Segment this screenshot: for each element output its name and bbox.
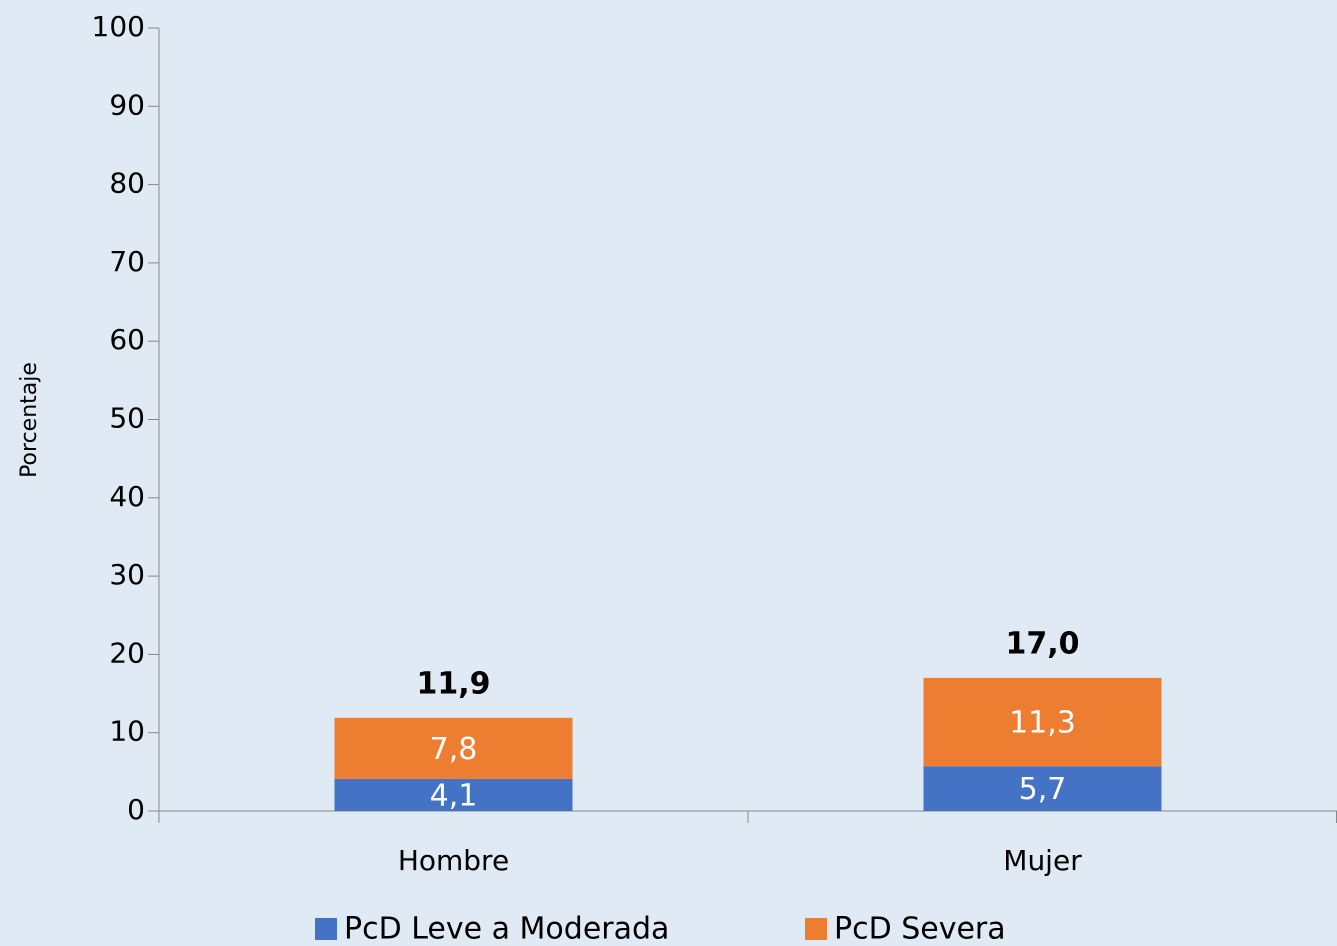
y-tick-label: 20: [109, 636, 145, 669]
y-tick-label: 0: [127, 793, 145, 826]
bar-segment: [334, 717, 573, 779]
y-tick-label: 60: [109, 323, 145, 356]
legend-swatch: [805, 918, 827, 940]
y-tick-label: 50: [109, 402, 145, 435]
y-tick-label: 10: [109, 715, 145, 748]
value-label: 7,8: [430, 732, 478, 767]
value-label: 4,1: [430, 778, 478, 813]
bar-segment: [923, 677, 1162, 767]
total-label: 17,0: [1005, 626, 1079, 661]
y-tick-label: 30: [109, 558, 145, 591]
total-label: 11,9: [416, 666, 490, 701]
y-axis-label: Porcentaje: [17, 362, 42, 478]
value-label: 11,3: [1009, 706, 1076, 741]
y-tick-label: 80: [109, 167, 145, 200]
y-tick-label: 100: [92, 10, 145, 43]
x-tick-label: Mujer: [1003, 844, 1082, 877]
legend-swatch: [315, 918, 337, 940]
y-tick-label: 90: [109, 88, 145, 121]
legend-label: PcD Severa: [834, 912, 1006, 946]
x-tick-label: Hombre: [398, 844, 509, 877]
y-tick-label: 40: [109, 480, 145, 513]
value-label: 5,7: [1019, 772, 1067, 807]
bar-segment: [923, 766, 1162, 811]
legend-label: PcD Leve a Moderada: [344, 912, 669, 946]
y-tick-label: 70: [109, 245, 145, 278]
bar-segment: [334, 778, 573, 811]
